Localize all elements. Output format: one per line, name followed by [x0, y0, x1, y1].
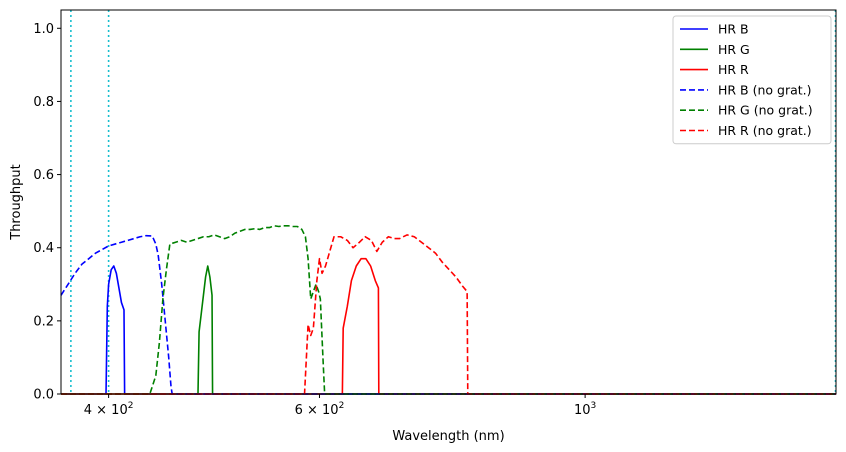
y-tick-label: 0.0 — [33, 388, 54, 403]
x-tick-label: 103 — [574, 401, 596, 418]
y-axis-label: Throughput — [9, 164, 24, 241]
legend: HR B HR G HR R HR B (no grat.) HR G (no grat… — [672, 15, 832, 145]
series-line-hr-r-no-grat — [61, 234, 836, 395]
series-line-hr-b-no-grat — [60, 234, 836, 395]
y-tick-label: 1.0 — [33, 22, 54, 37]
legend-label: HR R — [718, 62, 749, 77]
y-tick-label: 0.4 — [33, 241, 54, 256]
series-line-hr-g — [61, 265, 836, 395]
legend-label: HR G (no grat.) — [718, 103, 813, 118]
legend-label: HR B (no grat.) — [718, 82, 812, 97]
x-tick-exponent: 2 — [128, 401, 134, 411]
series-line-hr-b — [61, 265, 836, 395]
x-tick-exponent: 3 — [591, 401, 597, 411]
x-tick-label: 4 × 102 — [84, 401, 134, 418]
y-tick-label: 0.2 — [33, 314, 54, 329]
series-line-hr-r — [61, 257, 836, 395]
legend-label: HR B — [718, 22, 749, 37]
y-tick-label: 0.6 — [33, 168, 54, 183]
plot-frame — [60, 9, 837, 395]
x-tick-exponent: 2 — [339, 401, 345, 411]
legend-box — [672, 15, 832, 145]
y-tick-label: 0.8 — [33, 95, 54, 110]
legend-label: HR R (no grat.) — [718, 123, 812, 138]
x-tick-label: 6 × 102 — [295, 401, 345, 418]
axis-ticks: 0.0 0.2 0.4 0.6 0.8 1.0 4 × 102 6 × 102 103 — [33, 22, 596, 418]
x-axis-label: Wavelength (nm) — [392, 429, 504, 444]
series-line-hr-g-no-grat — [61, 224, 836, 395]
legend-label: HR G — [718, 42, 750, 57]
series-lines — [60, 224, 836, 395]
